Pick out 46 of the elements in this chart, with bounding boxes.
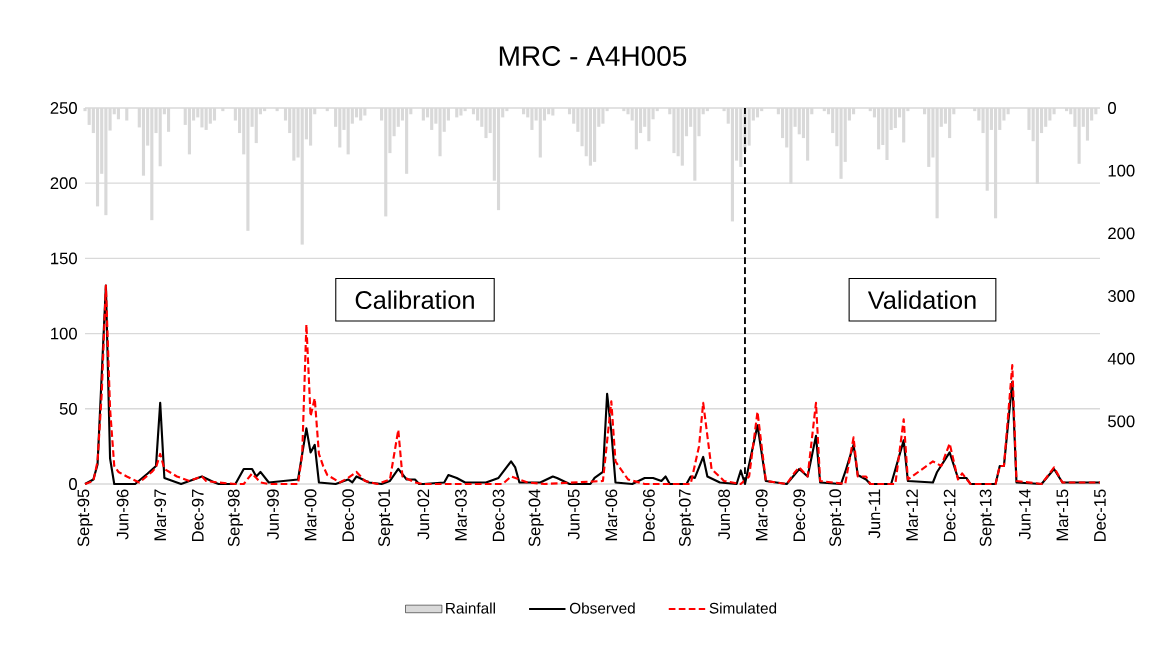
x-tick-label: Mar-12 [906, 489, 918, 541]
x-tick-label: Sept-98 [227, 489, 243, 547]
x-tick-label: Jun-05 [567, 489, 580, 540]
x-tick-label: Dec-97 [191, 489, 204, 542]
y2-tick-label: 200 [1108, 227, 1135, 240]
x-tick-label: Jun-99 [267, 489, 279, 540]
x-tick-label: Mar-00 [304, 489, 317, 541]
x-tick-label: Dec-06 [643, 489, 655, 542]
y2-tick-label: 0 [1108, 102, 1116, 114]
y2-tick-label: 300 [1108, 290, 1135, 302]
y-tick-label: 50 [59, 402, 77, 415]
annotation: Calibration [355, 290, 474, 310]
x-tick-label: Sept-04 [528, 489, 544, 547]
x-tick-label: Sept-13 [979, 489, 995, 547]
annotation: Validation [867, 290, 976, 310]
x-tick-label: Jun-02 [417, 489, 430, 540]
x-tick-label: Mar-06 [605, 489, 618, 541]
legend-label: Simulated [709, 602, 777, 614]
x-tick-label: Mar-15 [1056, 489, 1069, 541]
x-tick-label: Dec-12 [943, 489, 956, 542]
y2-tick-label: 400 [1107, 352, 1135, 365]
x-tick-label: Dec-09 [793, 489, 806, 542]
y2-tick-label: 500 [1108, 415, 1135, 428]
x-tick-label: Jun-14 [1019, 489, 1031, 540]
y-tick-label: 100 [51, 327, 77, 340]
y2-tick-label: 100 [1108, 164, 1135, 177]
x-tick-label: Jun-11 [868, 489, 881, 539]
x-tick-label: Sept-07 [678, 489, 695, 547]
x-tick-label: Dec-15 [1094, 489, 1106, 542]
legend-label: Rainfall [446, 602, 495, 614]
x-tick-label: Sept-95 [77, 489, 93, 547]
x-tick-label: Dec-03 [492, 489, 505, 542]
y-tick-label: 200 [50, 177, 77, 190]
y-tick-label: 150 [51, 252, 77, 265]
x-tick-label: Sept-01 [378, 489, 394, 547]
chart-title: MRC - A4H005 [499, 46, 687, 66]
x-tick-label: Mar-03 [455, 489, 467, 541]
x-tick-label: Jun-96 [116, 489, 129, 540]
x-tick-label: Jun-08 [718, 489, 730, 540]
legend-label: Observed [569, 602, 635, 614]
x-tick-label: Mar-97 [154, 489, 167, 541]
y-tick-label: 0 [69, 478, 77, 490]
x-tick-label: Mar-09 [755, 489, 768, 541]
x-tick-label: Dec-00 [342, 489, 355, 542]
x-tick-label: Sept-10 [829, 489, 845, 547]
y-tick-label: 250 [50, 102, 77, 114]
